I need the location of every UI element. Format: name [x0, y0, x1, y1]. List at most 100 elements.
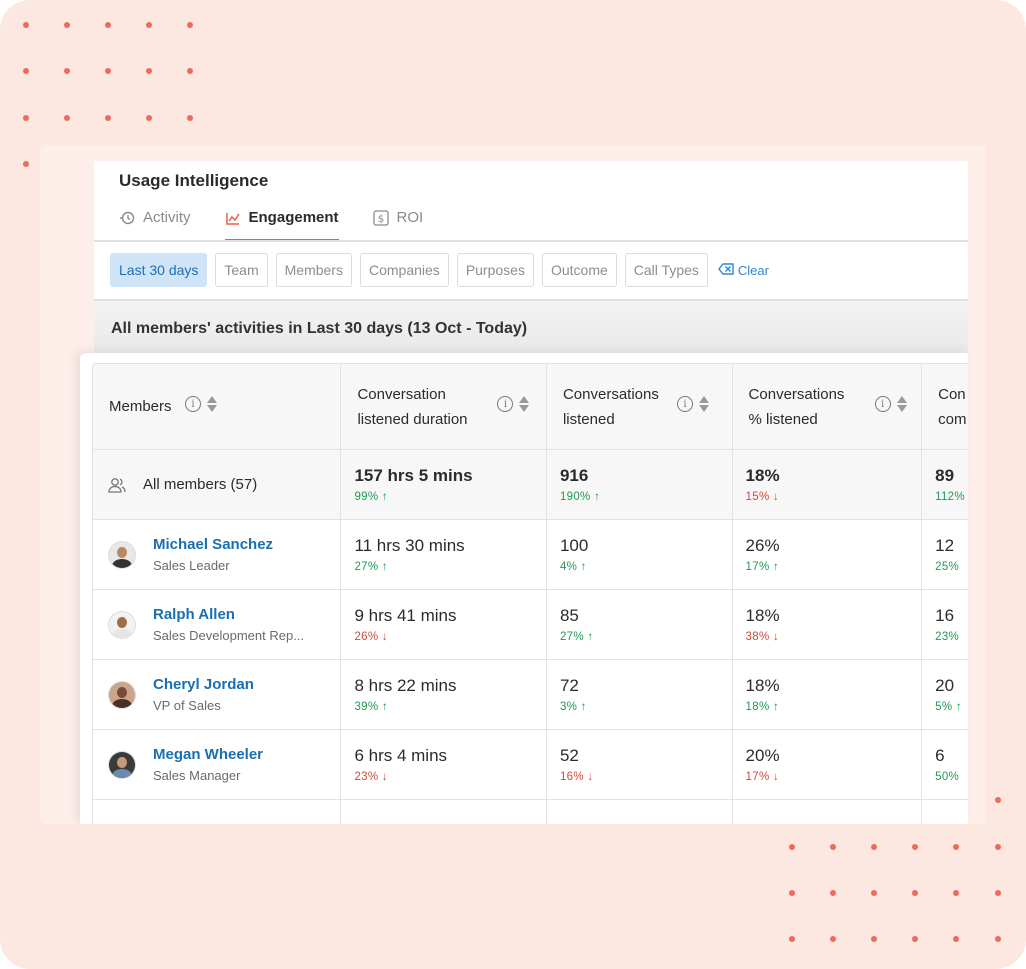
- engagement-icon: [225, 210, 241, 226]
- cell-value: 16: [935, 606, 955, 625]
- table-row[interactable]: Cheryl Jordan VP of Sales 8 hrs 22 mins 39…: [93, 660, 968, 730]
- decorative-dot: [105, 22, 111, 28]
- cell-delta: 5% ↑: [935, 701, 962, 713]
- sort-icon[interactable]: [698, 396, 709, 412]
- avatar: [109, 681, 135, 708]
- decorative-dot: [64, 115, 70, 121]
- clear-filters-button[interactable]: Clear: [717, 262, 769, 278]
- decorative-dot: [23, 68, 29, 74]
- cell-delta: 38% ↓: [745, 631, 780, 643]
- filter-last-30-days[interactable]: Last 30 days: [110, 253, 208, 287]
- history-icon: [119, 210, 135, 226]
- sort-icon[interactable]: [207, 396, 217, 412]
- filters-divider: [94, 299, 968, 301]
- decorative-dot: [871, 936, 877, 942]
- decorative-dot: [187, 22, 193, 28]
- cell-value: 89: [935, 466, 955, 485]
- all-members-row[interactable]: All members (57) 157 hrs 5 mins 99% ↑ 916…: [93, 450, 968, 520]
- cell-delta: 25%: [935, 561, 960, 573]
- cell-value: 20%: [745, 746, 780, 765]
- member-name-link[interactable]: Michael Sanchez: [153, 536, 274, 553]
- filter-team[interactable]: Team: [215, 253, 268, 287]
- cell-delta: 50%: [935, 771, 960, 783]
- cell-value: 916: [559, 466, 589, 485]
- decorative-dot: [789, 890, 795, 896]
- decorative-dot: [187, 68, 193, 74]
- header-conversations-listened[interactable]: Conversations listened i: [547, 364, 733, 449]
- cell-delta: 15% ↓: [745, 491, 780, 503]
- member-role: Sales Development Rep...: [153, 628, 305, 643]
- summary-bar: All members' activities in Last 30 days …: [94, 301, 968, 353]
- info-icon[interactable]: i: [185, 396, 201, 412]
- header-line: % listened: [748, 410, 818, 428]
- tab-roi[interactable]: $ ROI: [372, 205, 424, 241]
- info-icon[interactable]: i: [497, 396, 514, 412]
- members-table: Members i Conversation listened duration…: [92, 363, 968, 824]
- cell-value: 52: [559, 746, 579, 765]
- cell-value: 72: [559, 676, 579, 695]
- member-name-link[interactable]: Cheryl Jordan: [153, 676, 254, 693]
- table-card: Members i Conversation listened duration…: [80, 353, 968, 824]
- dollar-icon: $: [372, 210, 389, 226]
- decorative-dot: [953, 936, 959, 942]
- decorative-dot: [23, 161, 29, 167]
- header-percent-listened[interactable]: Conversations % listened i: [733, 364, 923, 449]
- cell-value: 26%: [745, 536, 780, 555]
- decorative-dot: [187, 115, 193, 121]
- group-icon: [108, 477, 126, 493]
- svg-text:$: $: [377, 214, 383, 225]
- cell-value: 100: [559, 536, 589, 555]
- info-icon[interactable]: i: [676, 396, 693, 412]
- decorative-dot: [871, 890, 877, 896]
- cell-value: 6 hrs 4 mins: [354, 746, 448, 765]
- filter-outcome[interactable]: Outcome: [541, 253, 617, 287]
- header-line: Conversations: [562, 385, 659, 403]
- filter-bar: Last 30 days Team Members Companies Purp…: [110, 253, 769, 287]
- avatar: [109, 611, 135, 638]
- clear-filters-label: Clear: [737, 262, 769, 278]
- tab-activity[interactable]: Activity: [119, 205, 191, 241]
- cell-value: 6: [935, 746, 945, 765]
- cell-delta: 18% ↑: [745, 701, 780, 713]
- filter-members[interactable]: Members: [275, 253, 352, 287]
- tab-engagement[interactable]: Engagement: [224, 205, 339, 241]
- table-row[interactable]: Ralph Allen Sales Development Rep... 9 hr…: [93, 590, 968, 660]
- sort-icon[interactable]: [896, 396, 907, 412]
- filter-companies[interactable]: Companies: [359, 253, 449, 287]
- decorative-dot: [64, 68, 70, 74]
- cell-value: 20: [935, 676, 955, 695]
- cell-delta: 190% ↑: [559, 491, 601, 503]
- decorative-dot: [953, 844, 959, 850]
- decorative-dot: [830, 890, 836, 896]
- table-row[interactable]: Megan Wheeler Sales Manager 6 hrs 4 mins 2…: [93, 730, 968, 800]
- header-listened-duration[interactable]: Conversation listened duration i: [341, 364, 547, 449]
- member-role: Sales Manager: [153, 768, 241, 783]
- header-truncated[interactable]: Con com: [922, 364, 968, 449]
- cell-value: 18%: [745, 606, 780, 625]
- header-line: Conversations: [748, 385, 845, 403]
- header-line: listened: [562, 410, 615, 428]
- tab-roi-label: ROI: [396, 209, 424, 226]
- decorative-dot: [912, 890, 918, 896]
- table-row[interactable]: Michael Sanchez Sales Leader 11 hrs 30 mi…: [93, 520, 968, 590]
- member-name-link[interactable]: Megan Wheeler: [153, 746, 264, 763]
- decorative-dot: [146, 115, 152, 121]
- filter-purposes[interactable]: Purposes: [456, 253, 534, 287]
- sort-icon[interactable]: [519, 396, 530, 412]
- decorative-dot: [830, 936, 836, 942]
- table-header-row: Members i Conversation listened duration…: [93, 364, 968, 450]
- decorative-dot: [146, 68, 152, 74]
- info-icon[interactable]: i: [874, 396, 891, 412]
- decorative-dot: [23, 115, 29, 121]
- cell-value: 85: [559, 606, 579, 625]
- all-members-label: All members (57): [143, 476, 258, 493]
- filter-call-types[interactable]: Call Types: [624, 253, 708, 287]
- cell-delta: 16% ↓: [559, 771, 594, 783]
- cell-delta: 23% ↓: [354, 771, 388, 783]
- tab-divider: [94, 240, 968, 242]
- header-members[interactable]: Members i: [93, 364, 342, 449]
- member-name-link[interactable]: Ralph Allen: [153, 606, 235, 623]
- cell-delta: 17% ↑: [745, 561, 780, 573]
- tab-bar: Activity Engagement $ ROI: [119, 205, 423, 241]
- header-line: Con: [938, 385, 966, 403]
